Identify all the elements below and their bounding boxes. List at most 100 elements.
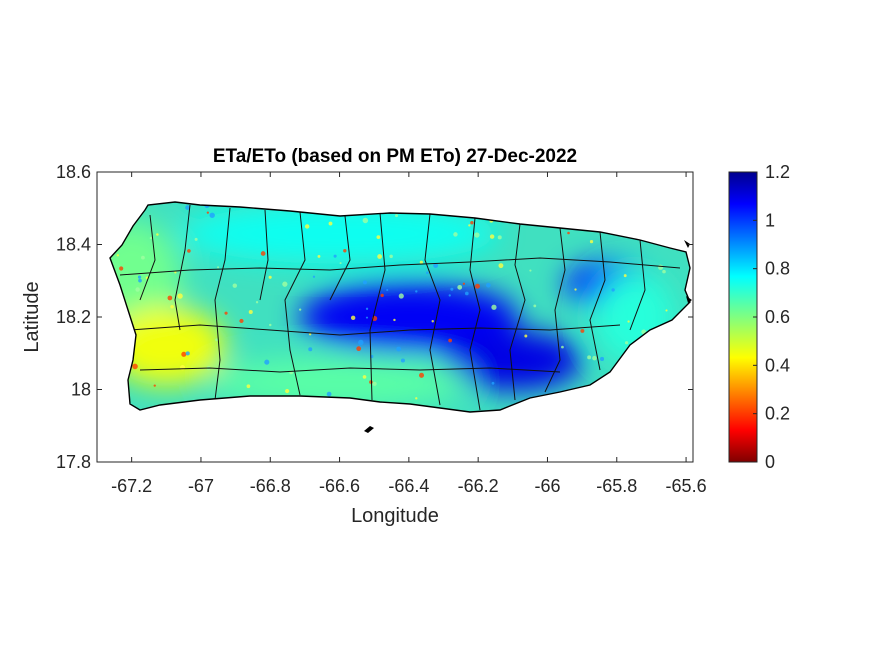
- speckle: [167, 295, 173, 301]
- speckle: [448, 338, 453, 343]
- speckle: [135, 287, 140, 292]
- speckle: [215, 338, 219, 342]
- speckle: [474, 283, 481, 289]
- speckle: [149, 236, 153, 240]
- colorbar-tick-label: 0.6: [765, 307, 790, 327]
- speckle: [574, 288, 577, 291]
- speckle: [587, 355, 592, 360]
- y-axis-label: Latitude: [21, 281, 43, 352]
- speckle: [185, 351, 190, 356]
- speckle: [255, 301, 259, 304]
- speckle: [174, 271, 177, 274]
- speckle: [365, 307, 369, 310]
- speckle: [533, 304, 537, 308]
- speckle: [453, 232, 458, 237]
- speckle: [317, 254, 321, 258]
- speckle: [372, 381, 377, 386]
- speckle: [153, 384, 156, 387]
- speckle: [365, 316, 369, 319]
- speckle: [600, 356, 605, 361]
- speckle: [431, 320, 434, 323]
- speckle: [248, 309, 253, 315]
- speckle: [170, 305, 174, 309]
- speckle: [389, 254, 393, 259]
- speckle: [282, 281, 288, 287]
- speckle: [304, 224, 310, 229]
- speckle: [119, 266, 124, 271]
- colorbar-tick-label: 1: [765, 210, 775, 230]
- speckle: [343, 249, 347, 253]
- x-tick-label: -66.8: [250, 476, 291, 496]
- colorbar-tick-label: 0.4: [765, 355, 790, 375]
- speckle: [328, 221, 333, 226]
- y-tick-label: 18.2: [56, 307, 91, 327]
- speckle: [662, 269, 666, 274]
- heat-region-south-central: [442, 330, 583, 391]
- colorbar: [728, 171, 758, 463]
- speckle: [497, 235, 502, 240]
- x-tick-label: -67: [188, 476, 214, 496]
- caja-de-muertos-islet: [364, 426, 374, 433]
- colorbar-tick-label: 0.8: [765, 259, 790, 279]
- speckle: [358, 339, 364, 346]
- x-tick-label: -66.4: [388, 476, 429, 496]
- speckle: [350, 315, 356, 321]
- x-axis: -67.2 -67 -66.8 -66.6 -66.4 -66.2 -66 -65.8 -65.…: [111, 172, 707, 496]
- speckle: [268, 275, 272, 279]
- speckle: [491, 304, 497, 310]
- speckle: [380, 293, 384, 298]
- colorbar-tick-label: 1.2: [765, 162, 790, 182]
- speckle: [137, 275, 142, 279]
- speckle: [561, 345, 564, 349]
- y-tick-label: 18.4: [56, 235, 91, 255]
- speckle: [386, 288, 389, 292]
- speckle: [179, 364, 186, 371]
- speckle: [339, 262, 342, 265]
- speckle: [141, 255, 145, 260]
- speckle: [239, 318, 244, 324]
- x-tick-label: -66.6: [319, 476, 360, 496]
- speckle: [592, 355, 597, 361]
- speckle: [333, 254, 337, 258]
- speckle: [194, 237, 198, 241]
- speckle: [415, 290, 418, 293]
- speckle: [356, 346, 362, 352]
- speckle: [185, 205, 190, 210]
- speckle: [448, 294, 451, 297]
- speckle: [377, 254, 383, 259]
- speckle: [396, 346, 402, 352]
- speckle: [362, 375, 367, 379]
- speckle: [132, 363, 138, 370]
- y-tick-label: 18: [71, 380, 91, 400]
- colorbar-tick-label: 0: [765, 452, 775, 472]
- x-tick-label: -65.6: [666, 476, 707, 496]
- speckle: [474, 279, 478, 283]
- speckle: [627, 320, 630, 323]
- speckle: [269, 323, 272, 327]
- speckle: [260, 251, 266, 256]
- speckle: [400, 358, 405, 363]
- y-tick-label: 17.8: [56, 452, 91, 472]
- speckle: [362, 280, 367, 285]
- speckle: [395, 214, 399, 218]
- speckle: [524, 334, 528, 338]
- y-axis: 17.8 18 18.2 18.4 18.6: [56, 162, 693, 472]
- speckle: [393, 318, 396, 322]
- speckle: [474, 232, 480, 238]
- x-tick-label: -66: [534, 476, 560, 496]
- speckle: [468, 224, 471, 227]
- speckle: [187, 249, 191, 253]
- speckle: [623, 274, 627, 278]
- speckle: [489, 234, 495, 239]
- speckle: [657, 264, 664, 270]
- speckle: [498, 263, 504, 269]
- heatmap-layer: [110, 202, 690, 412]
- speckle: [611, 288, 615, 292]
- colorbar-tick-label: 0.2: [765, 404, 790, 424]
- speckle: [433, 263, 439, 269]
- speckle: [567, 231, 570, 235]
- speckle: [465, 291, 469, 296]
- speckle: [491, 381, 495, 385]
- speckle: [217, 266, 220, 269]
